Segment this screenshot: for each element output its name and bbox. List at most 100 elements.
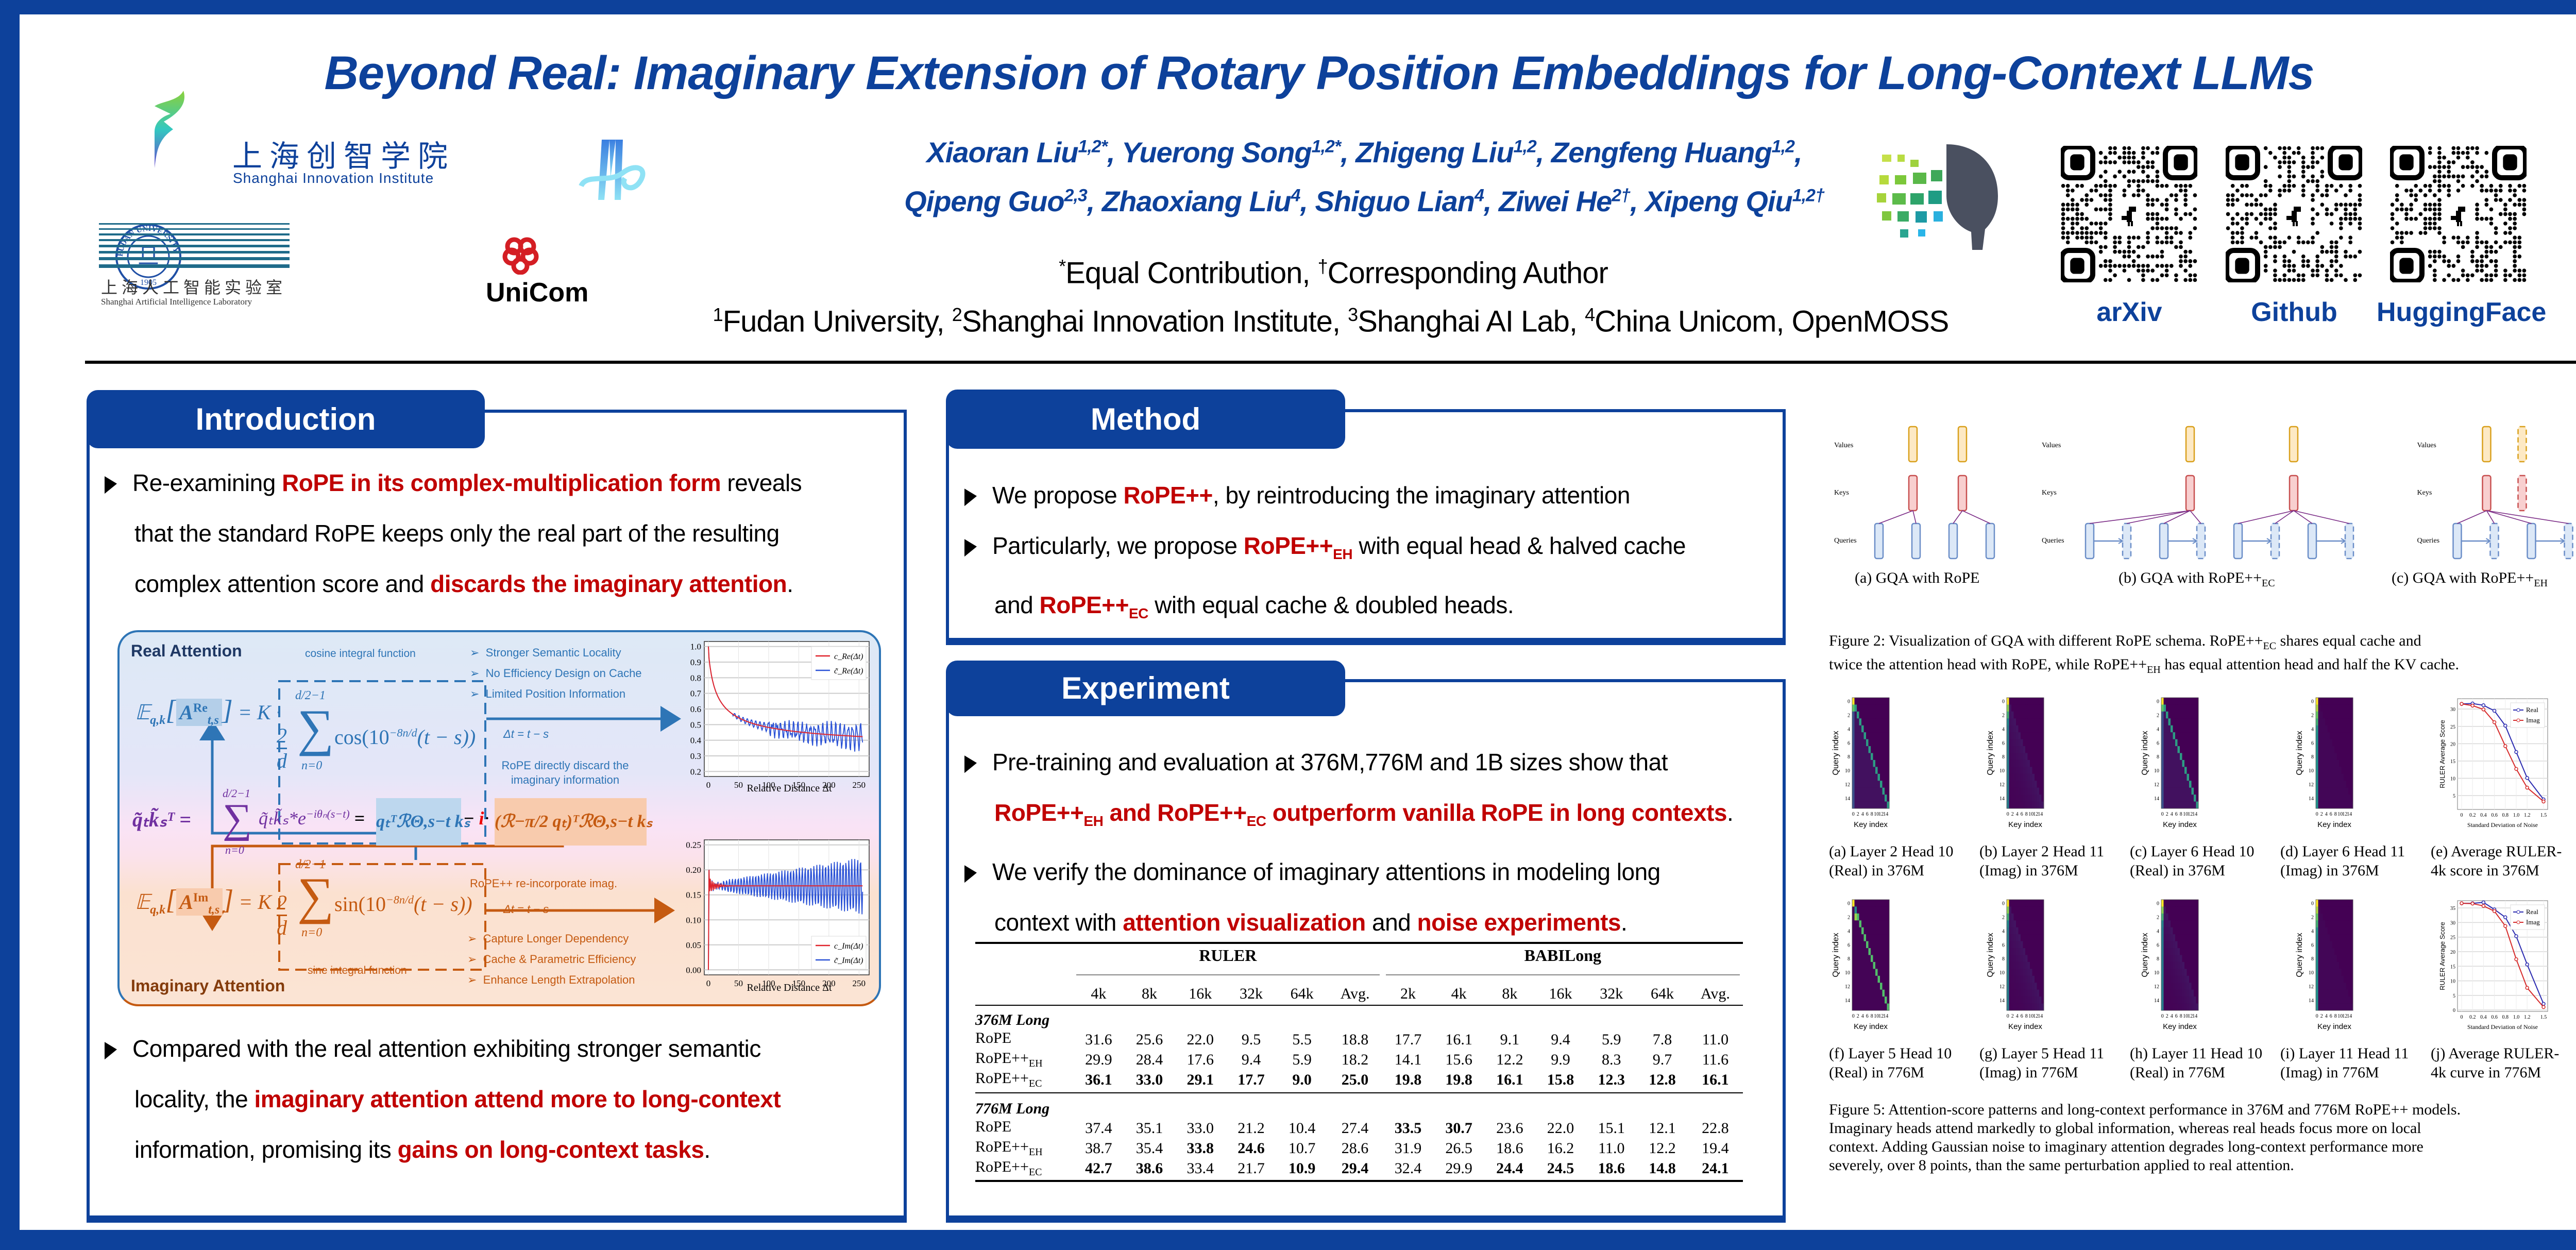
legend-label: Imag (2526, 918, 2540, 926)
key-bar (2517, 475, 2527, 512)
y-tick-label: 14 (1999, 796, 2005, 802)
x-tick-label: 0.6 (2491, 1015, 2498, 1020)
y-tick-label: 4 (1848, 727, 1850, 732)
cosine-label: cosine integral function (305, 648, 416, 660)
y-tick-label: 2 (1848, 915, 1850, 921)
table-cell: 36.1 (1085, 1071, 1112, 1088)
x-tick-label: 4 (2016, 812, 2019, 817)
author: Zhaoxiang Liu4 (1101, 185, 1300, 217)
arxiv-qr-code[interactable] (2059, 144, 2199, 284)
table-cell: 5.9 (1292, 1051, 1312, 1068)
table-group-babilong: BABILong (1524, 946, 1601, 965)
data-point (2503, 744, 2507, 748)
heatmap-x-label: Key index (2163, 1022, 2197, 1031)
y-tick-label: 2 (2002, 713, 2005, 719)
figure5-caption: Figure 5: Attention-score patterns and l… (1829, 1101, 2461, 1174)
x-tick-label: 14 (2192, 1013, 2197, 1019)
shlab-logo-en: Shanghai Artificial Intelligence Laborat… (101, 297, 252, 307)
discard-note: RoPE directly discard the imaginary info… (501, 759, 629, 786)
table-cell: 29.9 (1445, 1159, 1472, 1177)
x-tick-label: 8 (2334, 812, 2337, 817)
table-cell: 10.9 (1288, 1159, 1316, 1177)
imag-points: ➢ Capture Longer Dependency ➢ Cache & Pa… (467, 932, 636, 986)
gqa-caption-a: (a) GQA with RoPE (1855, 569, 1980, 586)
y-tick-label: 2 (2157, 915, 2159, 921)
table-cell: 31.9 (1394, 1139, 1422, 1157)
y-tick-label: 6 (2157, 942, 2159, 948)
heatmap-y-label: Query index (2295, 933, 2304, 977)
query-bar (2564, 522, 2573, 560)
x-tick-label: 0 (2316, 812, 2318, 817)
intro-bullet-2: Compared with the real attention exhibit… (105, 1023, 898, 1175)
x-tick-label: 50 (734, 780, 743, 790)
huggingface-qr-code[interactable] (2388, 144, 2529, 284)
x-tick-label: 8 (1871, 812, 1873, 817)
query-bar (2452, 522, 2462, 560)
y-tick-label: 10 (1845, 970, 1850, 976)
legend-label: c̃_Im(Δt) (834, 956, 863, 965)
table-row-name: RoPE++EC (975, 1070, 1042, 1089)
table-group-ruler: RULER (1199, 946, 1257, 965)
method-tab: Method (946, 390, 1345, 449)
table-row-name: RoPE++EH (975, 1138, 1043, 1158)
table-cell: 23.6 (1496, 1119, 1523, 1137)
table-cell: 19.8 (1445, 1071, 1472, 1088)
query-bar (1948, 522, 1958, 560)
legend-label: Imag (2526, 716, 2540, 724)
author: Xipeng Qiu1,2† (1645, 185, 1825, 217)
query-bar (1874, 522, 1884, 560)
data-point (2492, 909, 2497, 914)
github-qr-code[interactable] (2224, 144, 2364, 284)
author: Yuerong Song1,2* (1122, 136, 1341, 168)
y-tick-label: 10 (2450, 979, 2455, 985)
x-tick-label: 1.2 (2524, 813, 2531, 818)
y-tick-label: 4 (2002, 727, 2005, 732)
y-tick-label: 0.25 (686, 840, 701, 850)
real-attention-title: Real Attention (131, 641, 242, 660)
table-col-header: 8k (1142, 985, 1158, 1002)
x-tick-label: 10 (1874, 1013, 1879, 1019)
x-tick-label: 200 (822, 978, 836, 988)
x-tick-label: 0.4 (2480, 1015, 2487, 1020)
table-cell: 11.6 (1702, 1051, 1729, 1068)
github-link[interactable]: Github (2251, 297, 2337, 327)
y-tick-label: 12 (1845, 782, 1850, 788)
table-cell: 9.4 (1551, 1031, 1570, 1048)
gqa-caption-b: (b) GQA with RoPE++EC (2119, 569, 2275, 589)
x-tick-label: 0.2 (2469, 813, 2476, 818)
x-tick-label: 14 (1883, 812, 1888, 817)
y-tick-label: 0.15 (686, 890, 701, 900)
table-cell: 17.7 (1394, 1031, 1422, 1048)
x-tick-label: 4 (1861, 1013, 1864, 1019)
gqa-row-label: Keys (2417, 489, 2432, 497)
y-tick-label: 2 (2002, 915, 2005, 921)
table-cell: 12.8 (1649, 1071, 1676, 1088)
x-tick-label: 2 (2166, 812, 2168, 817)
x-tick-label: 14 (2038, 1013, 2043, 1019)
subfigure-caption: (d) Layer 6 Head 11 (Imag) in 376M (2280, 843, 2405, 879)
y-tick-label: 0.00 (686, 965, 701, 975)
table-cell: 18.8 (1341, 1031, 1369, 1048)
y-tick-label: 8 (2157, 754, 2159, 760)
complex-equation: q̃ₜk̃ₛᵀ = (132, 808, 191, 831)
y-tick-label: 14 (1845, 796, 1850, 802)
bullet-arrow-icon (964, 537, 977, 557)
arxiv-link[interactable]: arXiv (2096, 297, 2162, 327)
y-tick-label: 4 (2002, 928, 2005, 934)
value-bar (2482, 426, 2492, 463)
query-bar (2159, 522, 2169, 560)
mid-sum-sigma: ∑ (223, 796, 252, 841)
key-bar (1908, 475, 1918, 512)
mid-sum-term: q̃ₜk̃ₛ*e−iθₙ(s−t) = (259, 807, 365, 829)
x-tick-label: 6 (2175, 1013, 2178, 1019)
y-tick-label: 0.9 (690, 657, 701, 667)
huggingface-link[interactable]: HuggingFace (2377, 297, 2547, 327)
query-bar (2122, 522, 2132, 560)
table-cell: 33.5 (1394, 1119, 1422, 1137)
gqa-row-label: Queries (1834, 537, 1857, 545)
table-cell: 37.4 (1085, 1119, 1112, 1137)
x-tick-label: 0 (2161, 1013, 2164, 1019)
x-tick-label: 2 (2011, 1013, 2014, 1019)
table-cell: 15.1 (1598, 1119, 1625, 1137)
y-tick-label: 25 (2450, 724, 2455, 730)
